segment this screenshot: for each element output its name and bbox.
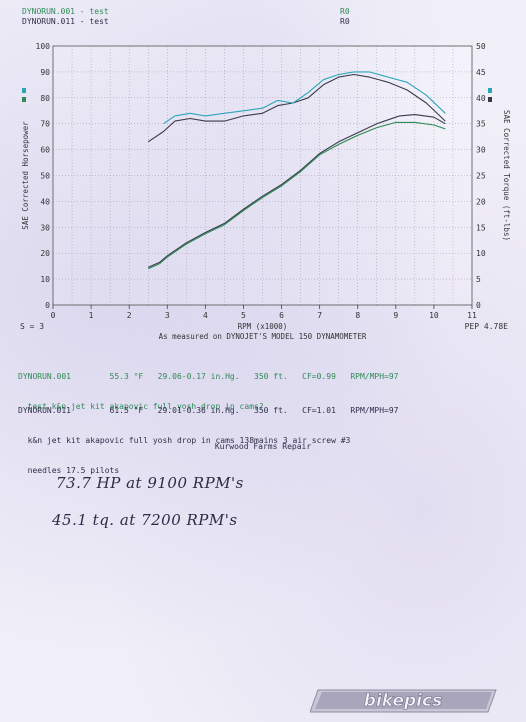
x-tick-label: 11 xyxy=(467,311,477,320)
x-axis-label: RPM (x1000) xyxy=(238,322,288,331)
y-left-tick-label: 20 xyxy=(40,249,50,258)
run1-header-label: DYNORUN.001 - test xyxy=(22,7,109,16)
run2-header-label: DYNORUN.011 - test xyxy=(22,17,109,26)
series-line-torque-dynorun-011 xyxy=(163,71,446,125)
run1-header: DYNORUN.001 - test R0 xyxy=(22,7,382,16)
x-tick-label: 0 xyxy=(51,311,56,320)
dyno-chart: 0 1 2 3 4 5 6 7 8 9 10 1101020304050607080901000510… xyxy=(20,42,511,341)
run1-header-code: R0 xyxy=(340,7,350,16)
y-right-tick-label: 25 xyxy=(476,172,486,181)
x-tick-label: 7 xyxy=(317,311,322,320)
y-left-tick-label: 30 xyxy=(40,223,50,232)
run1-info-line2: test k&n jet kit akapovic full yosh drop… xyxy=(18,402,264,411)
x-tick-label: 9 xyxy=(393,311,398,320)
y-right-tick-label: 35 xyxy=(476,120,486,129)
chart-subtitle: As measured on DYNOJET'S MODEL 150 DYNAM… xyxy=(159,332,367,341)
x-tick-label: 6 xyxy=(279,311,284,320)
x-tick-label: 2 xyxy=(127,311,132,320)
legend-color-key xyxy=(488,97,492,102)
run2-info: DYNORUN.011 61.5 °F 29.01-0.36 in.Hg. 35… xyxy=(18,386,399,486)
y-right-tick-label: 30 xyxy=(476,146,486,155)
legend-color-key xyxy=(488,88,492,93)
corner-label: PEP 4.78E xyxy=(465,322,509,331)
run2-header-code: R0 xyxy=(340,17,350,26)
y-right-tick-label: 20 xyxy=(476,197,486,206)
legend-color-key xyxy=(22,88,26,93)
y-right-tick-label: 40 xyxy=(476,94,486,103)
y-right-tick-label: 45 xyxy=(476,68,486,77)
y-left-tick-label: 80 xyxy=(40,94,50,103)
y-right-axis-label: SAE Corrected Torque (ft-lbs) xyxy=(502,110,511,241)
bikepics-logo-text: bikepics xyxy=(364,691,442,711)
run2-info-line2: k&n jet kit akapovic full yosh drop in c… xyxy=(18,436,351,445)
x-tick-label: 3 xyxy=(165,311,170,320)
run2-info-line3: needles 17.5 pilots xyxy=(18,466,120,475)
series-line-horsepower-dynorun-011 xyxy=(147,121,446,270)
x-tick-label: 5 xyxy=(241,311,246,320)
shop-name: Kurwood Farms Repair xyxy=(214,442,312,451)
handwritten-hp-note: 73.7 HP at 9100 RPM's xyxy=(56,474,244,492)
y-left-tick-label: 60 xyxy=(40,146,50,155)
plot-frame xyxy=(52,45,473,306)
y-left-tick-label: 0 xyxy=(45,301,50,310)
run1-info: DYNORUN.001 55.3 °F 29.06-0.17 in.Hg. 35… xyxy=(18,352,399,422)
x-tick-label: 8 xyxy=(355,311,360,320)
y-left-tick-label: 40 xyxy=(40,197,50,206)
y-left-tick-label: 10 xyxy=(40,275,50,284)
y-right-tick-label: 15 xyxy=(476,223,486,232)
run1-info-line1: DYNORUN.001 55.3 °F 29.06-0.17 in.Hg. 35… xyxy=(18,372,399,381)
y-left-tick-label: 50 xyxy=(40,172,50,181)
handwritten-torque-note: 45.1 tq. at 7200 RPM's xyxy=(52,511,238,529)
bikepics-logo: bikepics xyxy=(310,689,497,713)
y-left-tick-label: 90 xyxy=(40,68,50,77)
series-line-horsepower-dynorun-001 xyxy=(147,114,446,268)
smoothing-label: S = 3 xyxy=(20,322,44,331)
y-right-tick-label: 10 xyxy=(476,249,486,258)
x-tick-label: 10 xyxy=(429,311,439,320)
run2-header: DYNORUN.011 - test R0 xyxy=(22,17,382,26)
run2-info-line1: DYNORUN.011 61.5 °F 29.01-0.36 in.Hg. 35… xyxy=(18,406,399,415)
legend-color-key xyxy=(22,97,26,102)
y-right-tick-label: 0 xyxy=(476,301,481,310)
y-left-tick-label: 100 xyxy=(36,42,51,51)
x-tick-label: 1 xyxy=(89,311,94,320)
y-right-tick-label: 50 xyxy=(476,42,486,51)
y-left-axis-label: SAE Corrected Horsepower xyxy=(21,121,30,230)
y-left-tick-label: 70 xyxy=(40,120,50,129)
y-right-tick-label: 5 xyxy=(476,275,481,284)
x-tick-label: 4 xyxy=(203,311,208,320)
